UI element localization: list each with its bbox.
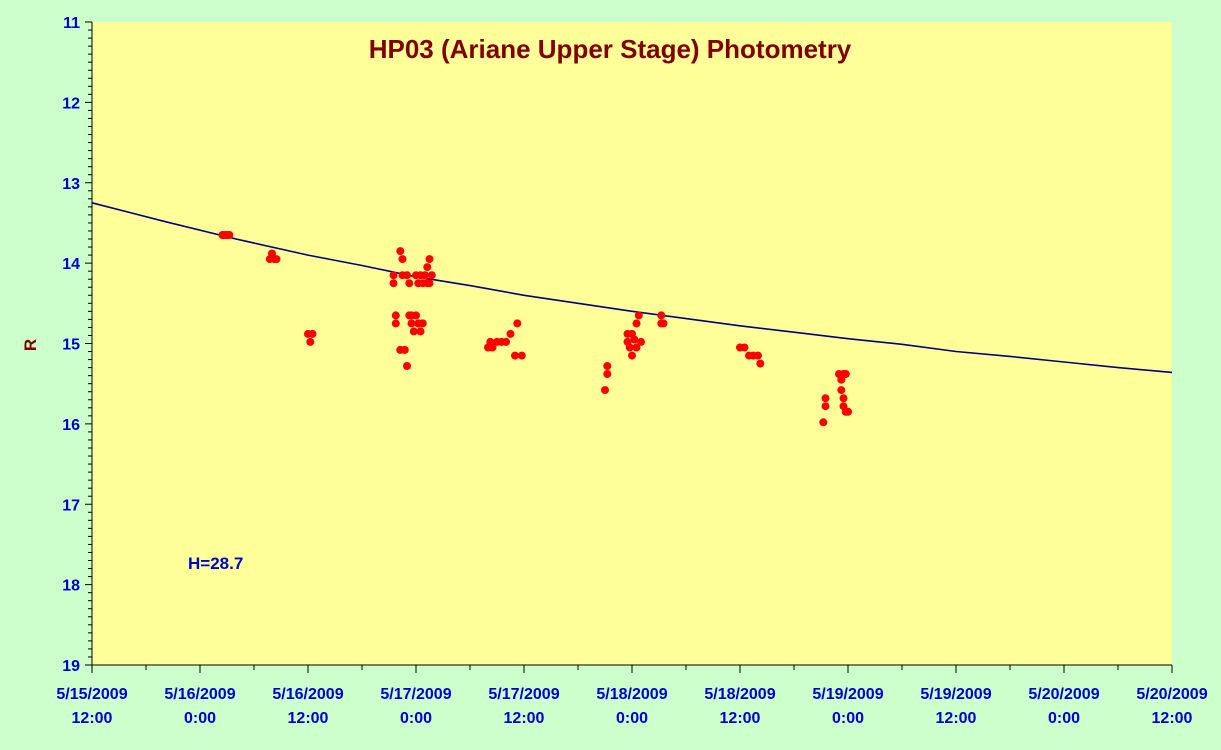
data-point	[632, 319, 641, 328]
data-point	[416, 327, 425, 336]
data-point	[819, 418, 828, 427]
data-point	[756, 359, 765, 368]
data-point	[601, 386, 609, 395]
data-point	[225, 231, 234, 239]
data-point	[821, 402, 830, 411]
data-point	[754, 351, 762, 360]
data-point	[517, 351, 526, 360]
data-point	[637, 337, 645, 346]
y-axis-label: R	[21, 339, 40, 351]
x-tick-label-date: 5/19/2009	[920, 686, 991, 703]
data-point	[423, 263, 432, 272]
data-point	[391, 319, 400, 328]
data-point	[630, 335, 639, 344]
data-point	[405, 279, 414, 288]
x-tick-label-time: 12:00	[72, 710, 113, 727]
data-point	[844, 407, 852, 416]
h-value-annotation: H=28.7	[188, 554, 243, 573]
data-point	[389, 271, 398, 280]
x-tick-label-time: 12:00	[504, 710, 545, 727]
x-tick-label-time: 12:00	[1152, 710, 1193, 727]
x-tick-label-time: 0:00	[184, 710, 216, 727]
y-tick-label: 11	[63, 15, 80, 32]
data-point	[409, 327, 418, 336]
data-point	[308, 329, 317, 338]
x-tick-label-time: 12:00	[720, 710, 761, 727]
x-tick-label-time: 0:00	[616, 710, 648, 727]
data-points-layer	[218, 231, 852, 427]
data-point	[488, 343, 497, 352]
y-tick-label: 15	[62, 337, 80, 354]
data-point	[421, 271, 429, 280]
data-point	[418, 319, 427, 328]
data-point	[407, 319, 416, 328]
data-point	[425, 279, 434, 288]
y-tick-label: 12	[62, 95, 80, 112]
x-tick-label-date: 5/15/2009	[56, 686, 127, 703]
data-point	[603, 362, 612, 370]
y-tick-label: 14	[62, 256, 80, 273]
data-point	[396, 247, 405, 256]
y-tick-label: 17	[62, 497, 80, 514]
x-tick-label-date: 5/16/2009	[272, 686, 343, 703]
data-point	[740, 343, 749, 352]
x-tick-label-date: 5/17/2009	[488, 686, 559, 703]
y-tick-label: 16	[62, 417, 80, 434]
x-tick-label-date: 5/18/2009	[704, 686, 775, 703]
x-tick-label-date: 5/18/2009	[596, 686, 667, 703]
data-point	[659, 319, 668, 328]
x-tick-label-time: 0:00	[1048, 710, 1080, 727]
data-point	[412, 311, 420, 320]
data-point	[837, 386, 846, 395]
data-point	[502, 337, 510, 346]
data-point	[306, 337, 315, 346]
data-point	[398, 255, 407, 264]
y-tick-label: 19	[62, 658, 80, 675]
axes: 11 12 13 14 15 16 17 18 19 5/15/2009 12:00 5/16/200…	[56, 15, 1207, 727]
data-point	[272, 255, 281, 264]
data-point	[625, 343, 634, 352]
data-point	[513, 319, 522, 328]
x-tick-label-date: 5/20/2009	[1136, 686, 1207, 703]
x-tick-label-date: 5/19/2009	[812, 686, 883, 703]
x-tick-label-date: 5/17/2009	[380, 686, 451, 703]
y-tick-label: 18	[62, 578, 80, 595]
data-point	[628, 351, 636, 360]
data-point	[632, 343, 641, 352]
data-point	[425, 255, 434, 264]
data-point	[603, 370, 612, 378]
x-tick-label-time: 12:00	[936, 710, 977, 727]
x-tick-label-date: 5/16/2009	[164, 686, 235, 703]
data-point	[657, 311, 666, 320]
data-point	[400, 345, 409, 354]
plot-area	[92, 22, 1172, 665]
x-tick-label-time: 0:00	[400, 710, 432, 727]
data-point	[839, 394, 848, 403]
data-point	[427, 271, 436, 280]
data-point	[634, 311, 643, 320]
data-point	[506, 329, 515, 338]
data-point	[403, 362, 411, 370]
chart-title: HP03 (Ariane Upper Stage) Photometry	[369, 34, 852, 64]
data-point	[391, 311, 400, 320]
data-point	[389, 279, 398, 288]
data-point	[403, 271, 411, 280]
data-point	[821, 394, 830, 403]
data-point	[841, 370, 850, 378]
x-tick-label-time: 0:00	[832, 710, 864, 727]
x-tick-label-date: 5/20/2009	[1028, 686, 1099, 703]
x-tick-label-time: 12:00	[288, 710, 329, 727]
data-point	[511, 351, 519, 360]
y-tick-label: 13	[62, 176, 80, 193]
